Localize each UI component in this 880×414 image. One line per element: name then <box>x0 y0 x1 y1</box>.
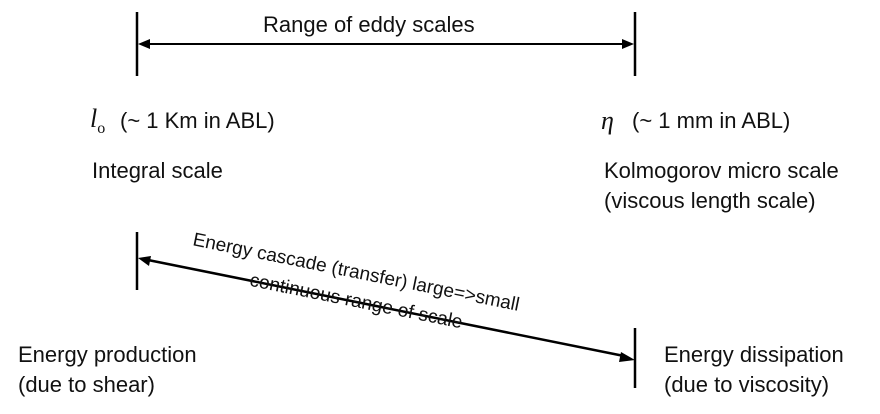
kolmogorov-eta-symbol: η <box>601 106 614 135</box>
energy-production-line2: (due to shear) <box>18 372 155 397</box>
integral-scale-l: l <box>90 104 98 133</box>
range-arrow-right-head <box>622 39 634 49</box>
energy-dissipation-line2: (due to viscosity) <box>664 372 830 397</box>
cascade-arrow-left-head <box>138 256 151 266</box>
integral-scale-subscript: o <box>97 120 106 137</box>
kolmogorov-size-note: (~ 1 mm in ABL) <box>632 108 791 133</box>
integral-scale-size-note: (~ 1 Km in ABL) <box>120 108 275 133</box>
integral-scale-label: Integral scale <box>92 158 223 183</box>
cascade-arrow-right-head <box>619 352 635 362</box>
cascade-arrow-line <box>147 258 625 358</box>
energy-production-line1: Energy production <box>18 342 197 367</box>
energy-dissipation-line1: Energy dissipation <box>664 342 844 367</box>
kolmogorov-scale-line1: Kolmogorov micro scale <box>604 158 839 183</box>
integral-scale-symbol: lo <box>90 104 106 137</box>
kolmogorov-scale-line2: (viscous length scale) <box>604 188 816 213</box>
range-arrow-left-head <box>138 39 150 49</box>
range-of-eddy-scales-label: Range of eddy scales <box>263 12 475 37</box>
